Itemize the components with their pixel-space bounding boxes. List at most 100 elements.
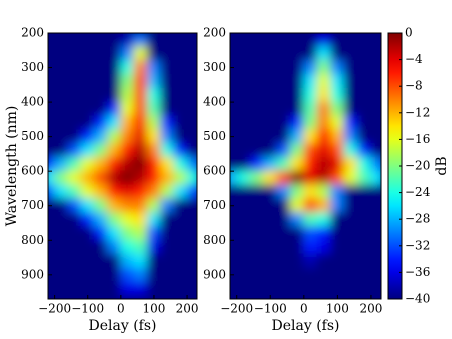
heatmap-cell [357, 60, 372, 75]
heatmap-cell [330, 184, 345, 200]
heatmap-cell [160, 87, 175, 103]
heatmap-cell [133, 156, 148, 172]
heatmap-cell [263, 60, 278, 75]
heatmap-cell [357, 115, 372, 131]
heatmap-cell [160, 253, 175, 269]
heatmap-cell [160, 156, 175, 172]
heatmap-cell [330, 115, 345, 131]
heatmap-cell [146, 129, 162, 145]
heatmap-cell [276, 73, 291, 89]
heatmap-cell [249, 33, 265, 48]
heatmap-cell [316, 101, 332, 117]
y-tick-label: 700 [21, 198, 44, 212]
heatmap-cell [230, 281, 238, 297]
heatmap-cell [343, 143, 359, 158]
heatmap-cell [186, 101, 197, 117]
heatmap-cell [236, 46, 251, 62]
heatmap-cell [357, 33, 372, 48]
heatmap-cell [48, 184, 56, 200]
heatmap-cell [120, 115, 135, 131]
heatmap-cell [173, 212, 188, 227]
heatmap-cell [120, 239, 135, 255]
heatmap-cell [330, 239, 345, 255]
y-axis-label: Wavelength (nm) [4, 106, 20, 227]
heatmap-cell [370, 101, 381, 117]
heatmap-cell [343, 33, 359, 48]
heatmap-cell [107, 143, 122, 158]
colorbar-tick-label: −24 [405, 185, 431, 199]
heatmap-cell [249, 225, 265, 241]
heatmap-cell [173, 156, 188, 172]
heatmap-cell [80, 115, 95, 131]
heatmap-cell [249, 281, 265, 297]
heatmap-cell [249, 198, 265, 214]
x-tick-label: 100 [143, 302, 166, 316]
heatmap-cell [146, 143, 162, 158]
heatmap-cell [160, 33, 175, 48]
x-tick-label: −100 [71, 302, 104, 316]
heatmap-cell [133, 87, 148, 103]
heatmap-cell [330, 143, 345, 158]
heatmap-cell [93, 225, 109, 241]
y-tick-label: 200 [21, 26, 44, 40]
heatmap-cell [186, 225, 197, 241]
heatmap-cell [230, 212, 238, 227]
heatmap-cell [173, 60, 188, 75]
colorbar-tick-label: −20 [405, 159, 430, 173]
colorbar-tick-label: −8 [405, 79, 423, 93]
heatmap-cell [48, 143, 56, 158]
heatmap-cell [343, 87, 359, 103]
heatmap-cell [276, 101, 291, 117]
y-tick-label: 900 [203, 267, 226, 281]
x-tick-label: −200 [220, 302, 253, 316]
heatmap-cells [48, 33, 197, 297]
heatmap-cell [316, 33, 332, 48]
heatmap-cell [67, 198, 82, 214]
heatmap-cell [120, 87, 135, 103]
heatmap-cell [133, 281, 148, 297]
heatmap-cell [289, 87, 305, 103]
heatmap-cell [330, 46, 345, 62]
heatmap-cell [48, 46, 56, 62]
heatmap-cell [48, 281, 56, 297]
heatmap-cell [236, 184, 251, 200]
heatmap-cell [186, 184, 197, 200]
heatmap-cell [370, 239, 381, 255]
heatmap-cell [54, 46, 69, 62]
heatmap-cell [303, 87, 318, 103]
heatmap-cell [120, 281, 135, 297]
heatmap-cell [289, 115, 305, 131]
heatmap-cell [276, 115, 291, 131]
heatmap-cell [263, 87, 278, 103]
heatmap-cell [120, 46, 135, 62]
heatmap-cell [343, 73, 359, 89]
heatmap-cell [343, 115, 359, 131]
heatmap-cell [80, 170, 95, 186]
heatmap-cell [173, 170, 188, 186]
heatmap-cell [186, 60, 197, 75]
heatmap-cell [160, 267, 175, 283]
heatmap-cell [54, 101, 69, 117]
heatmap-cell [236, 101, 251, 117]
heatmap-cell [120, 60, 135, 75]
heatmap-cell [120, 73, 135, 89]
heatmap-cell [316, 156, 332, 172]
heatmap-cell [67, 253, 82, 269]
heatmap-cell [67, 281, 82, 297]
heatmap-cell [357, 129, 372, 145]
heatmap-cell [54, 115, 69, 131]
heatmap-cell [276, 156, 291, 172]
heatmap-cell [370, 281, 381, 297]
heatmap-cell [107, 156, 122, 172]
x-axis-label: Delay (fs) [89, 318, 157, 334]
heatmap-cell [133, 253, 148, 269]
heatmap-cell [80, 101, 95, 117]
heatmap-cell [173, 198, 188, 214]
heatmap-cell [289, 143, 305, 158]
y-tick-label: 300 [21, 60, 44, 74]
heatmap-cell [330, 267, 345, 283]
heatmap-cell [289, 156, 305, 172]
colorbar-tick-label: −16 [405, 132, 430, 146]
heatmap-cell [54, 33, 69, 48]
heatmap-cell [146, 267, 162, 283]
